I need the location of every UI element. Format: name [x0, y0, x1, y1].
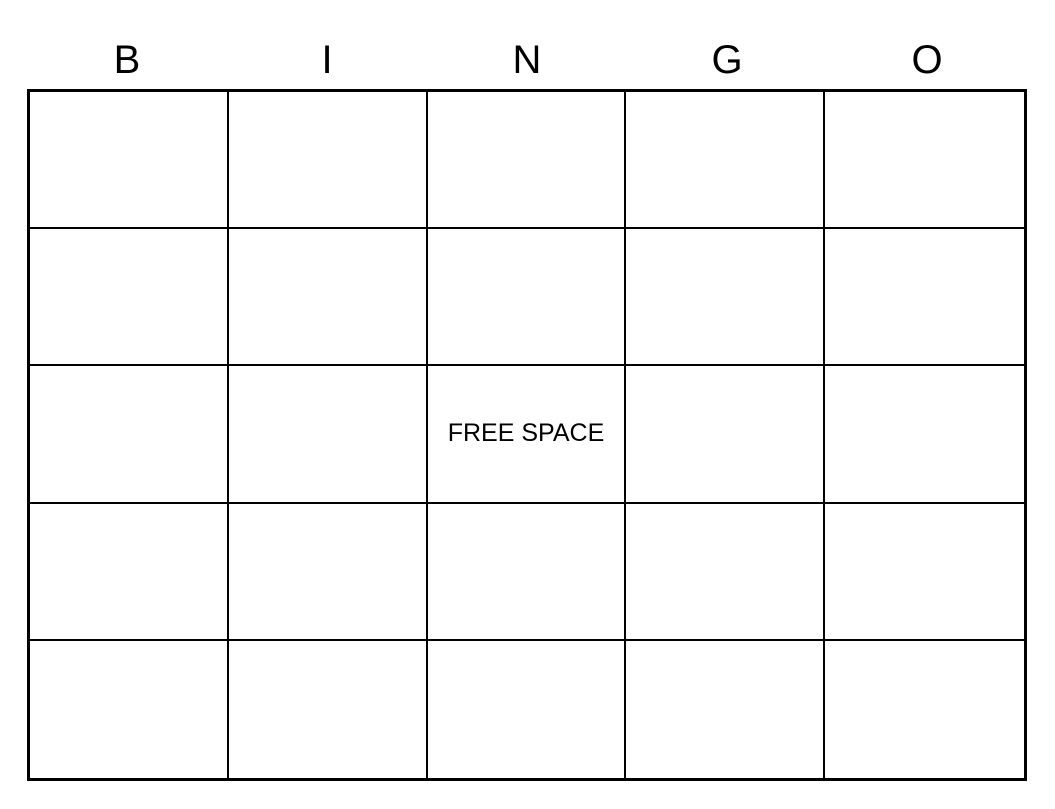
- free-space-cell: FREE SPACE: [427, 366, 627, 504]
- bingo-cell: [229, 640, 428, 778]
- bingo-cell: [30, 92, 229, 230]
- header-letter-o: O: [911, 38, 943, 82]
- bingo-cell: [228, 92, 428, 230]
- bingo-cell: [228, 366, 428, 504]
- bingo-cell: [30, 366, 229, 504]
- bingo-cell: [428, 640, 627, 778]
- bingo-cell: [427, 503, 627, 641]
- bingo-cell: [825, 641, 1024, 778]
- header-letter-b: B: [113, 38, 141, 82]
- header-letter-n: N: [512, 38, 542, 82]
- bingo-cell: [626, 366, 826, 504]
- bingo-cell: [626, 229, 826, 367]
- bingo-cell: [427, 229, 627, 367]
- bingo-cell: [825, 92, 1024, 230]
- bingo-cell: [825, 504, 1024, 641]
- bingo-cell: [30, 503, 229, 641]
- bingo-cell: [626, 92, 826, 230]
- bingo-cell: [228, 503, 428, 641]
- bingo-cell: [427, 92, 627, 230]
- bingo-header: B I N G O: [27, 36, 1027, 84]
- header-letter-g: G: [711, 38, 743, 82]
- bingo-cell: [626, 640, 826, 778]
- bingo-grid: FREE SPACE: [27, 89, 1027, 781]
- bingo-cell: [30, 229, 229, 367]
- bingo-cell: [30, 640, 229, 778]
- bingo-cell: [825, 229, 1024, 367]
- bingo-cell: [228, 229, 428, 367]
- bingo-cell: [626, 503, 826, 641]
- bingo-cell: [825, 366, 1024, 504]
- header-letter-i: I: [321, 38, 333, 82]
